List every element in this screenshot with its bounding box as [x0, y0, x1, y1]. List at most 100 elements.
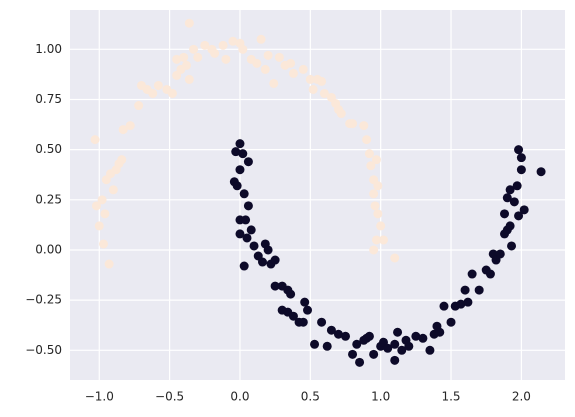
point — [182, 60, 192, 70]
point — [167, 88, 177, 98]
point — [239, 261, 249, 271]
point — [383, 343, 393, 353]
point — [249, 241, 259, 251]
point — [286, 289, 296, 299]
point — [516, 165, 526, 175]
point — [91, 201, 101, 211]
point — [373, 181, 383, 191]
point — [97, 195, 107, 205]
point — [364, 149, 374, 159]
point — [238, 149, 248, 159]
point — [336, 109, 346, 119]
y-tick-label: 1.00 — [35, 42, 62, 56]
point — [460, 285, 470, 295]
point — [256, 34, 266, 44]
point — [193, 52, 203, 62]
point — [519, 205, 529, 215]
point — [238, 44, 248, 54]
point — [274, 52, 284, 62]
plot-background — [70, 10, 565, 380]
y-tick-label: −0.25 — [25, 293, 62, 307]
point — [366, 161, 376, 171]
point — [118, 125, 128, 135]
y-tick-label: 0.25 — [35, 192, 62, 206]
point — [446, 317, 456, 327]
point — [326, 325, 336, 335]
point — [378, 235, 388, 245]
point — [317, 317, 327, 327]
point — [404, 341, 414, 351]
point — [235, 139, 245, 149]
point — [108, 185, 118, 195]
point — [184, 74, 194, 84]
point — [371, 155, 381, 165]
point — [98, 239, 108, 249]
x-tick-label: −0.5 — [155, 390, 184, 404]
point — [184, 18, 194, 28]
point — [463, 297, 473, 307]
point — [435, 327, 445, 337]
point — [352, 339, 362, 349]
point — [474, 285, 484, 295]
point — [509, 197, 519, 207]
point — [94, 221, 104, 231]
point — [390, 355, 400, 365]
y-tick-label: 0.50 — [35, 142, 62, 156]
point — [505, 221, 515, 231]
point — [319, 88, 329, 98]
point — [218, 40, 228, 50]
point — [514, 145, 524, 155]
point — [303, 305, 313, 315]
point — [505, 185, 515, 195]
point — [239, 189, 249, 199]
point — [288, 68, 298, 78]
point — [305, 74, 315, 84]
point — [376, 221, 386, 231]
point — [371, 235, 381, 245]
point — [269, 78, 279, 88]
point — [359, 121, 369, 131]
x-tick-label: 1.0 — [371, 390, 390, 404]
point — [341, 331, 351, 341]
point — [390, 253, 400, 263]
point — [134, 101, 144, 111]
point — [189, 44, 199, 54]
point — [397, 345, 407, 355]
point — [242, 233, 252, 243]
point — [179, 52, 189, 62]
point — [257, 257, 267, 267]
point — [322, 341, 332, 351]
point — [231, 147, 241, 157]
point — [210, 48, 220, 58]
point — [252, 58, 262, 68]
point — [425, 345, 435, 355]
point — [232, 181, 242, 191]
point — [270, 255, 280, 265]
x-tick-label: 1.5 — [441, 390, 460, 404]
point — [298, 64, 308, 74]
point — [418, 333, 428, 343]
point — [348, 349, 358, 359]
point — [370, 201, 380, 211]
point — [228, 36, 238, 46]
point — [263, 245, 273, 255]
point — [148, 88, 158, 98]
point — [507, 241, 517, 251]
point — [502, 193, 512, 203]
point — [369, 189, 379, 199]
point — [456, 299, 466, 309]
point — [90, 135, 100, 145]
point — [310, 339, 320, 349]
point — [263, 50, 273, 60]
point — [308, 84, 318, 94]
point — [355, 357, 365, 367]
point — [260, 64, 270, 74]
point — [369, 245, 379, 255]
y-tick-label: 0.75 — [35, 92, 62, 106]
point — [270, 281, 280, 291]
x-tick-label: 2.0 — [512, 390, 531, 404]
point — [439, 301, 449, 311]
x-tick-label: −1.0 — [85, 390, 114, 404]
point — [100, 209, 110, 219]
